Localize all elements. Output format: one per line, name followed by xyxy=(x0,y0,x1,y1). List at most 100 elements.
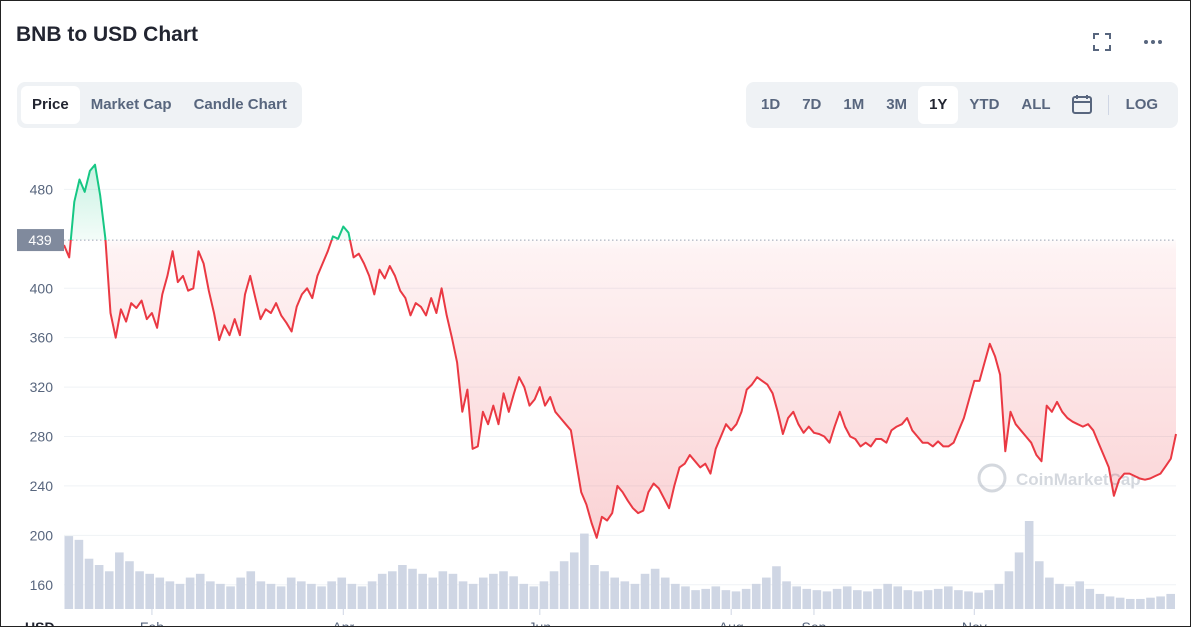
volume-bar xyxy=(317,586,326,609)
tab-button[interactable]: Candle Chart xyxy=(193,96,287,113)
volume-bar xyxy=(246,571,256,609)
volume-bar xyxy=(913,591,923,609)
volume-bar xyxy=(1024,521,1034,609)
currency-label: USD xyxy=(25,619,55,626)
y-tick-label: 320 xyxy=(30,379,54,395)
y-tick-label: 360 xyxy=(30,330,54,346)
volume-bar xyxy=(1095,593,1105,609)
volume-bar xyxy=(873,588,882,609)
volume-bar xyxy=(842,586,852,609)
volume-bar xyxy=(1105,596,1115,609)
range-button[interactable]: 3M xyxy=(886,96,908,113)
range-button[interactable]: 1M xyxy=(843,96,865,113)
separator xyxy=(1107,95,1109,115)
volume-bar xyxy=(94,565,104,609)
volume-bar xyxy=(489,573,498,609)
volume-bar xyxy=(1075,581,1085,609)
reference-label-box xyxy=(17,229,64,252)
range-button[interactable]: 1D xyxy=(761,96,781,113)
volume-bar xyxy=(772,566,781,609)
area xyxy=(64,164,1176,538)
volume-bar xyxy=(297,581,306,609)
x-tick-label: Aug xyxy=(719,619,744,626)
chart-heading: BNB to USD Chart xyxy=(16,23,198,46)
x-tick-label: Jun xyxy=(529,619,552,626)
volume-bar xyxy=(327,581,336,609)
volume-bar xyxy=(883,583,892,609)
volume-bar xyxy=(1146,597,1155,609)
volume-bar xyxy=(650,568,660,609)
range-button[interactable]: ALL xyxy=(1021,96,1051,113)
volume-bar xyxy=(377,573,387,609)
volume-bar xyxy=(104,571,114,609)
volume-bar xyxy=(307,583,316,609)
y-tick-label: 480 xyxy=(30,181,54,197)
volume-bar xyxy=(64,536,74,609)
volume-bar xyxy=(84,558,94,609)
volume-bar xyxy=(1055,583,1064,609)
volume-bar xyxy=(731,591,741,609)
volume-bar xyxy=(499,571,508,609)
range-button[interactable]: 7D xyxy=(802,96,822,113)
tab-group: Price Market Cap Candle Chart xyxy=(17,82,302,128)
x-tick-label: Feb xyxy=(140,619,164,626)
volume-bar xyxy=(549,571,559,609)
calendar-icon[interactable] xyxy=(1062,94,1102,116)
range-button[interactable]: 1Y xyxy=(918,86,959,124)
volume-bar xyxy=(256,581,266,609)
reference-label: 439 xyxy=(28,232,52,248)
volume-bar xyxy=(802,588,812,609)
volume-bar xyxy=(569,552,579,609)
volume-bar xyxy=(367,581,377,609)
volume-bar xyxy=(751,583,761,609)
volume-bar xyxy=(478,577,488,609)
y-tick-label: 200 xyxy=(30,527,54,543)
range-button[interactable]: YTD xyxy=(969,96,1000,113)
volume-bar xyxy=(853,590,862,609)
volume-bar xyxy=(115,552,124,609)
volume-bar xyxy=(418,573,427,609)
volume-bar xyxy=(125,561,134,609)
volume-bar xyxy=(448,573,458,609)
volume-bar xyxy=(468,583,478,609)
volume-bar xyxy=(691,590,700,609)
volume-bar xyxy=(701,588,710,609)
volume-bar xyxy=(1045,577,1054,609)
volume-bar xyxy=(206,581,215,609)
volume-bar xyxy=(933,588,943,609)
x-tick-label: Sep xyxy=(801,619,826,626)
volume-bar xyxy=(782,581,791,609)
volume-bar xyxy=(974,592,983,609)
volume-bar xyxy=(863,591,872,609)
range-group: 1D 7D 1M 3M 1Y YTD ALL LOG xyxy=(746,82,1178,128)
volume-bar xyxy=(559,561,569,609)
volume-bar xyxy=(519,583,529,609)
volume-bar xyxy=(185,577,195,609)
volume-bar xyxy=(135,571,144,609)
volume-bar xyxy=(671,583,680,609)
fullscreen-icon[interactable] xyxy=(1091,31,1113,53)
volume-bar xyxy=(984,590,994,609)
volume-bar xyxy=(266,583,276,609)
x-tick-label: Nov xyxy=(962,619,987,626)
volume-bar xyxy=(236,577,245,609)
volume-bar xyxy=(175,583,185,609)
log-button[interactable]: LOG xyxy=(1125,96,1159,113)
tab-button[interactable]: Price xyxy=(21,86,80,124)
volume-bar xyxy=(943,586,953,609)
volume-bar xyxy=(337,577,347,609)
volume-bar xyxy=(1065,586,1074,609)
volume-bar xyxy=(195,573,205,609)
y-tick-label: 280 xyxy=(30,429,54,445)
volume-bar xyxy=(165,581,175,609)
volume-bar xyxy=(1166,593,1175,609)
y-tick-label: 240 xyxy=(30,478,54,494)
volume-bar xyxy=(458,581,468,609)
volume-bar xyxy=(347,583,357,609)
volume-bar xyxy=(408,568,417,609)
volume-bar xyxy=(276,586,286,609)
tab-button[interactable]: Market Cap xyxy=(90,96,172,113)
more-icon[interactable] xyxy=(1141,31,1165,53)
volume-bar xyxy=(762,577,771,609)
volume-bar xyxy=(660,577,670,609)
